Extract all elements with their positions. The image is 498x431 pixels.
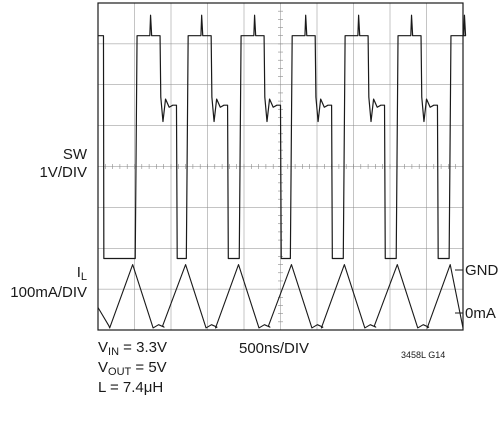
condition-vin: VIN = 3.3V (98, 339, 167, 358)
condition-vout: VOUT = 5V (98, 359, 167, 378)
il-channel-name: IL (76, 264, 87, 283)
condition-inductor: L = 7.4μH (98, 379, 164, 396)
zero-ma-marker-label: 0mA (465, 305, 496, 322)
sw-channel-scale: 1V/DIV (39, 164, 87, 181)
sw-waveform-trace (98, 14, 467, 260)
gnd-marker-label: GND (465, 262, 498, 279)
scope-frame (97, 2, 464, 331)
il-name-main: I (76, 264, 81, 281)
sw-channel-name: SW (62, 146, 87, 163)
time-scale-label: 500ns/DIV (239, 340, 310, 357)
il-channel-scale: 100mA/DIV (10, 284, 87, 301)
figure-id: 3458L G14 (401, 350, 446, 360)
il-name-sub: L (80, 271, 87, 283)
inductor-current-trace (97, 264, 464, 329)
